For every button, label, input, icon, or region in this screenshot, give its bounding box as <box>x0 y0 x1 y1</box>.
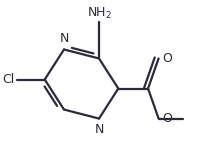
Text: N: N <box>94 123 104 136</box>
Text: Cl: Cl <box>3 73 15 86</box>
Text: O: O <box>162 112 172 125</box>
Text: O: O <box>162 52 172 65</box>
Text: NH$_2$: NH$_2$ <box>86 6 112 21</box>
Text: N: N <box>59 32 69 45</box>
